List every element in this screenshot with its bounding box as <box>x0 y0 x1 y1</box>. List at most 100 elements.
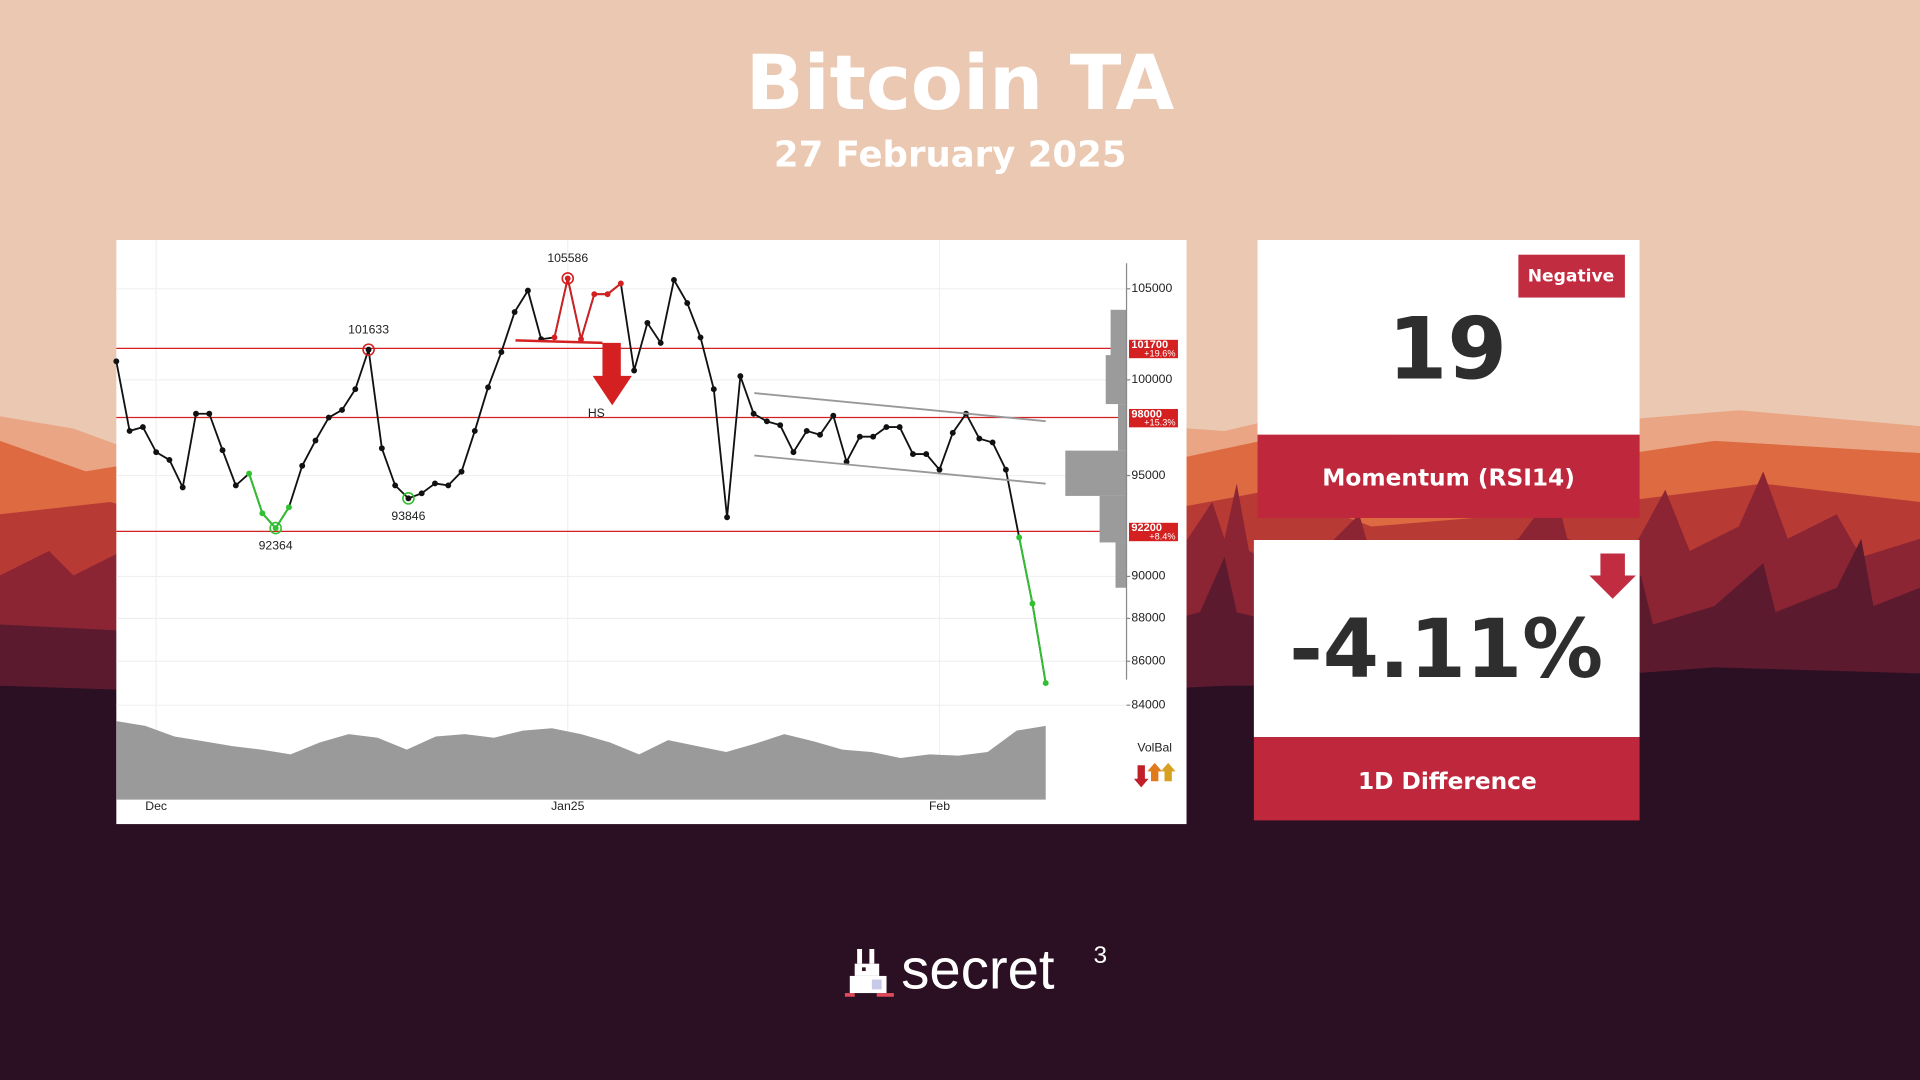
y-tick-label: 84000 <box>1131 697 1165 711</box>
price-point <box>498 349 505 356</box>
highlight-line <box>248 473 290 530</box>
price-point <box>617 280 624 287</box>
rsi-badge-text: Negative <box>1528 267 1615 287</box>
level-box <box>1128 522 1178 542</box>
brand-superscript: 3 <box>1093 942 1107 969</box>
price-point <box>724 514 731 521</box>
price-point <box>432 480 438 487</box>
price-point <box>259 510 266 517</box>
price-point <box>392 482 399 489</box>
price-point <box>126 427 133 434</box>
marker-label: 101633 <box>348 322 389 336</box>
level-change: +8.4% <box>1149 531 1175 541</box>
marker-label: 105586 <box>547 251 588 265</box>
title: Bitcoin TA <box>746 39 1175 127</box>
rsi-label: Momentum (RSI14) <box>1322 464 1575 491</box>
price-point <box>458 468 465 475</box>
y-tick-label: 95000 <box>1131 468 1165 482</box>
marker-ring <box>402 492 415 505</box>
chart-panel <box>116 240 1187 825</box>
price-point <box>763 418 770 425</box>
price-point <box>989 439 996 446</box>
price-point <box>777 422 784 429</box>
diff-value: -4.11% <box>1289 603 1603 697</box>
price-point <box>485 384 492 391</box>
price-point <box>604 291 611 298</box>
price-point <box>246 470 253 477</box>
price-point <box>923 451 930 458</box>
level-value: 92200 <box>1131 522 1162 534</box>
diff-panel <box>1253 540 1640 738</box>
brand-name: secret <box>901 937 1055 1000</box>
price-point <box>910 451 916 458</box>
price-point <box>803 427 810 434</box>
price-point <box>817 431 823 438</box>
x-tick-label: Dec <box>145 799 167 813</box>
price-point <box>471 427 478 434</box>
price-point <box>631 367 638 374</box>
price-point <box>206 410 213 417</box>
y-tick-label: 90000 <box>1131 569 1165 583</box>
price-point <box>671 277 677 283</box>
price-point <box>378 445 385 452</box>
hs-arrow <box>592 342 632 406</box>
price-point <box>219 447 226 454</box>
y-tick-label: 86000 <box>1131 654 1165 668</box>
price-point <box>1042 680 1049 687</box>
marker-ring <box>561 272 575 285</box>
price-point <box>856 433 863 440</box>
price-point <box>1002 466 1009 473</box>
volume-profile <box>1065 309 1127 588</box>
rsi-value: 19 <box>1388 300 1507 400</box>
level-value: 101700 <box>1131 339 1168 351</box>
price-point <box>339 407 345 413</box>
down-arrow <box>1589 553 1636 599</box>
price-point <box>657 339 664 346</box>
price-point <box>697 334 704 341</box>
price-point <box>830 412 837 419</box>
price-point <box>591 291 598 298</box>
price-point <box>524 287 531 294</box>
price-point <box>551 334 558 341</box>
diff-label: 1D Difference <box>1358 768 1537 795</box>
price-point <box>511 309 518 315</box>
price-point <box>936 466 943 473</box>
price-point <box>949 429 956 436</box>
marker-label: 93846 <box>391 509 425 523</box>
price-point <box>644 319 651 326</box>
price-point <box>113 358 120 365</box>
marker-label: 92364 <box>259 539 293 553</box>
price-point <box>445 482 452 489</box>
price-point <box>896 424 903 431</box>
level-value: 98000 <box>1131 408 1162 420</box>
price-point <box>299 462 306 469</box>
level-change: +19.6% <box>1144 348 1175 358</box>
price-point <box>710 386 717 393</box>
y-tick-label: 105000 <box>1131 281 1172 295</box>
y-tick-label: 88000 <box>1131 611 1165 625</box>
subtitle: 27 February 2025 <box>774 135 1127 176</box>
diff-band <box>1253 737 1640 821</box>
y-tick-label: 100000 <box>1131 372 1172 386</box>
price-point <box>1029 600 1036 607</box>
marker-ring <box>362 343 375 356</box>
price-point <box>365 346 372 353</box>
price-point <box>352 386 359 393</box>
price-point <box>179 484 186 491</box>
price-point <box>232 482 239 489</box>
price-point <box>325 414 332 421</box>
price-point <box>285 504 292 511</box>
price-point <box>272 525 279 532</box>
price-point <box>153 449 160 456</box>
rsi-band <box>1257 434 1640 518</box>
price-point <box>870 433 877 440</box>
volume-label: VolBal <box>1137 740 1172 754</box>
x-tick-label: Feb <box>929 799 950 813</box>
volume-area <box>116 721 1046 800</box>
rsi-badge <box>1518 254 1625 298</box>
price-point <box>790 449 797 456</box>
channel-top <box>754 392 1046 423</box>
channel-bottom <box>754 454 1046 485</box>
price-point <box>418 490 425 497</box>
